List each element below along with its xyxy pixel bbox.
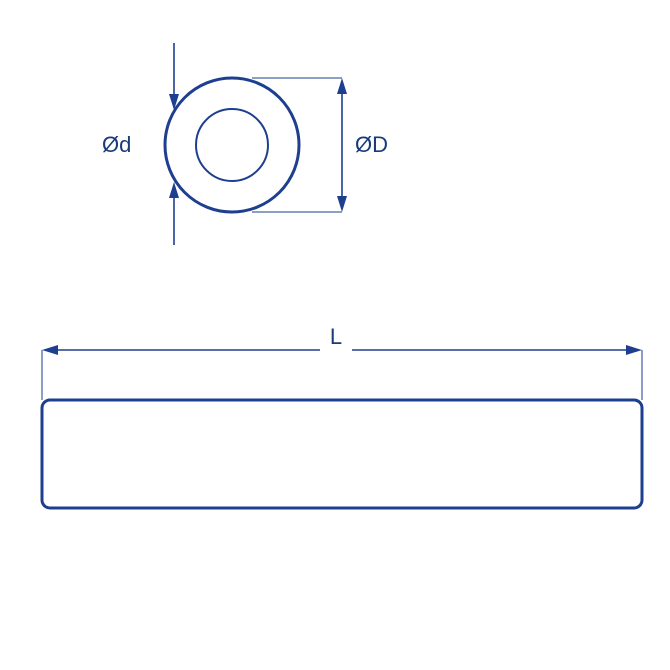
technical-drawing: Ød ØD L bbox=[0, 0, 670, 670]
dim-D-label: ØD bbox=[355, 132, 388, 157]
tube-outer-circle bbox=[165, 78, 299, 212]
tube-inner-circle bbox=[196, 109, 268, 181]
dim-L-label: L bbox=[330, 324, 342, 349]
tube-side-view bbox=[42, 400, 642, 508]
dim-d-label: Ød bbox=[102, 132, 131, 157]
